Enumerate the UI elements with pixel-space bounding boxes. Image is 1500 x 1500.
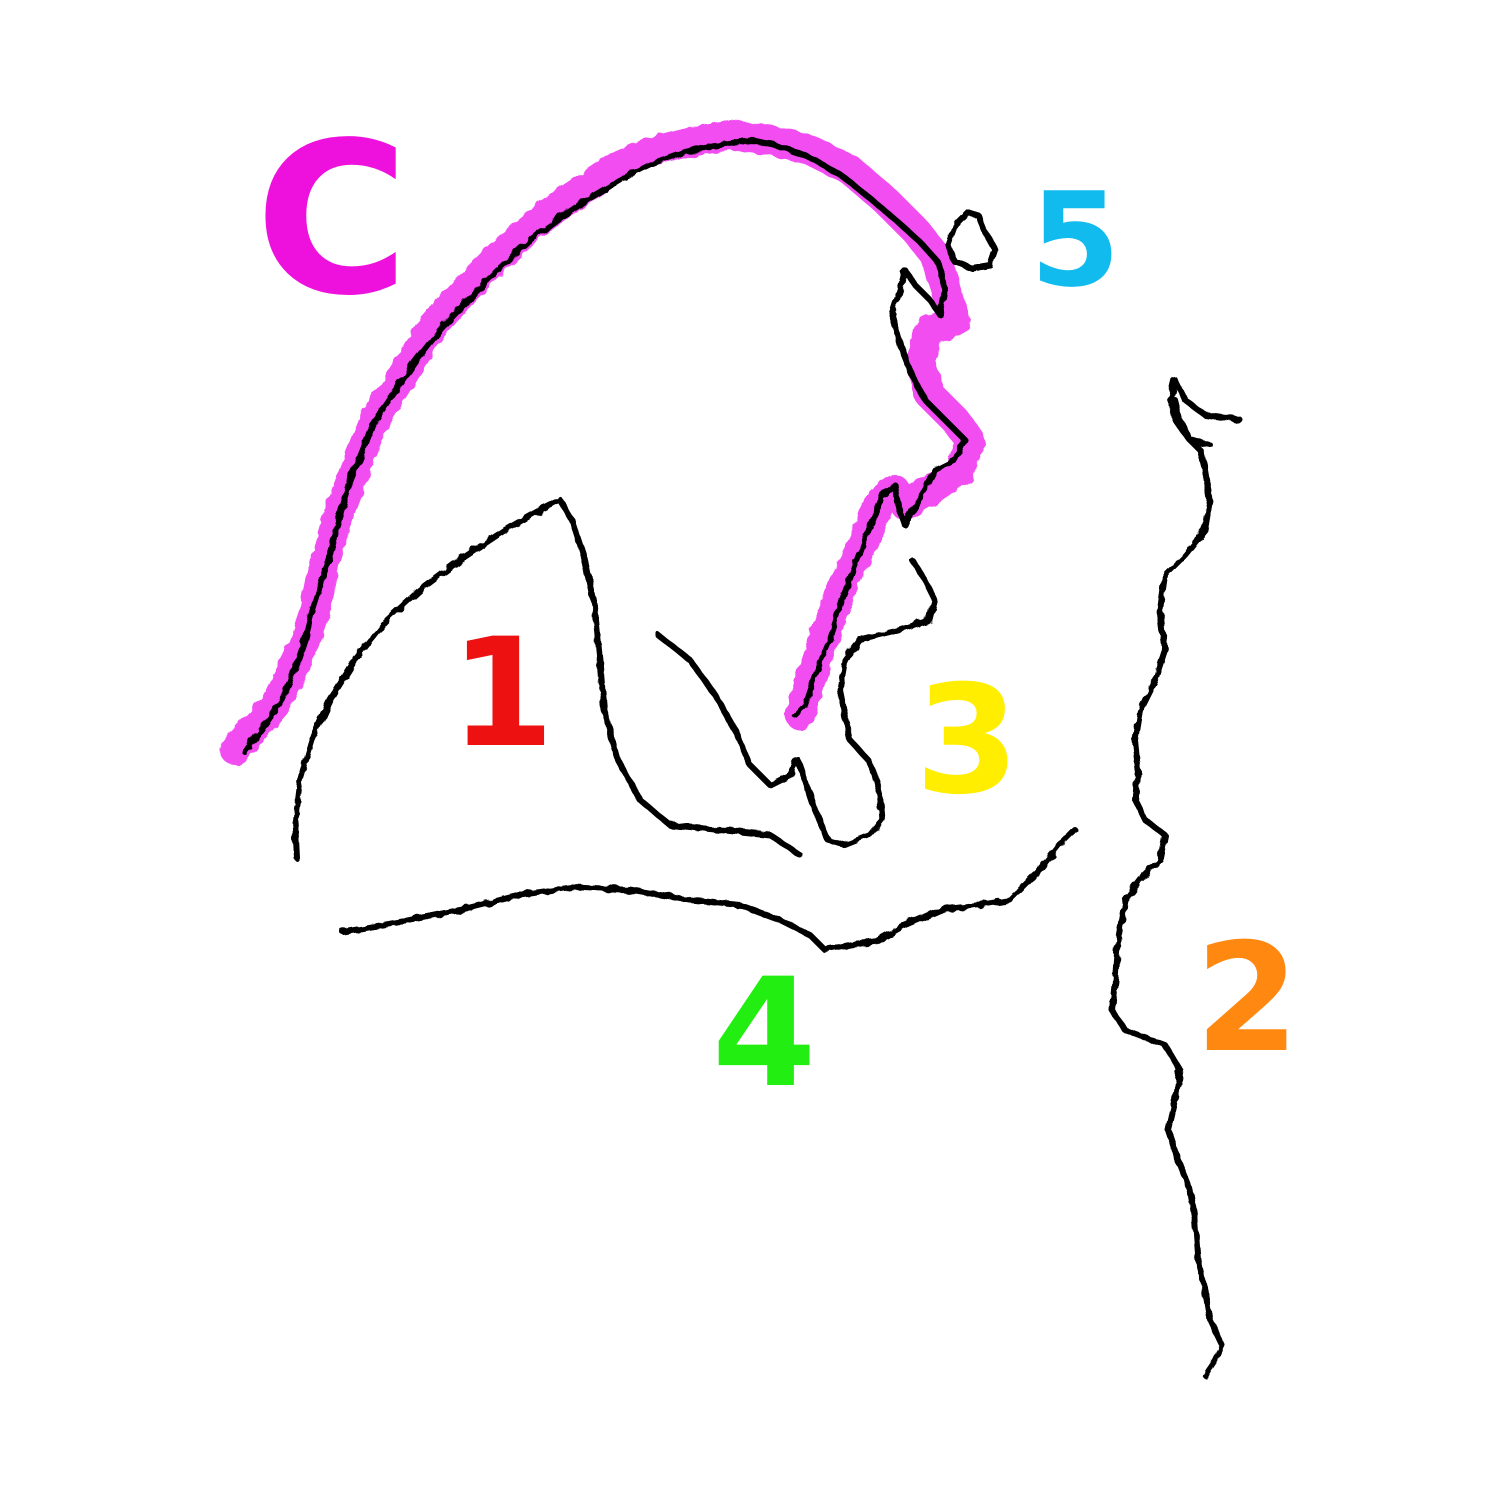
label-1: 1 — [450, 607, 554, 781]
label-5: 5 — [1030, 164, 1120, 316]
outlines — [242, 137, 1243, 1378]
outline-region-2 — [1109, 377, 1225, 1378]
outline-region-4 — [340, 827, 1078, 953]
label-2: 2 — [1195, 912, 1299, 1086]
outline-region-5 — [945, 209, 998, 271]
outline-region-3 — [655, 557, 938, 848]
labels: C 1 2 3 4 5 — [255, 97, 1299, 1121]
label-3: 3 — [915, 654, 1019, 828]
outline-region-1 — [292, 497, 803, 861]
label-c: C — [255, 97, 409, 342]
outline-palate — [242, 137, 968, 755]
outline-region-2-hook — [1172, 397, 1213, 448]
outline-region-2-top — [1172, 377, 1243, 423]
label-4: 4 — [712, 947, 816, 1121]
